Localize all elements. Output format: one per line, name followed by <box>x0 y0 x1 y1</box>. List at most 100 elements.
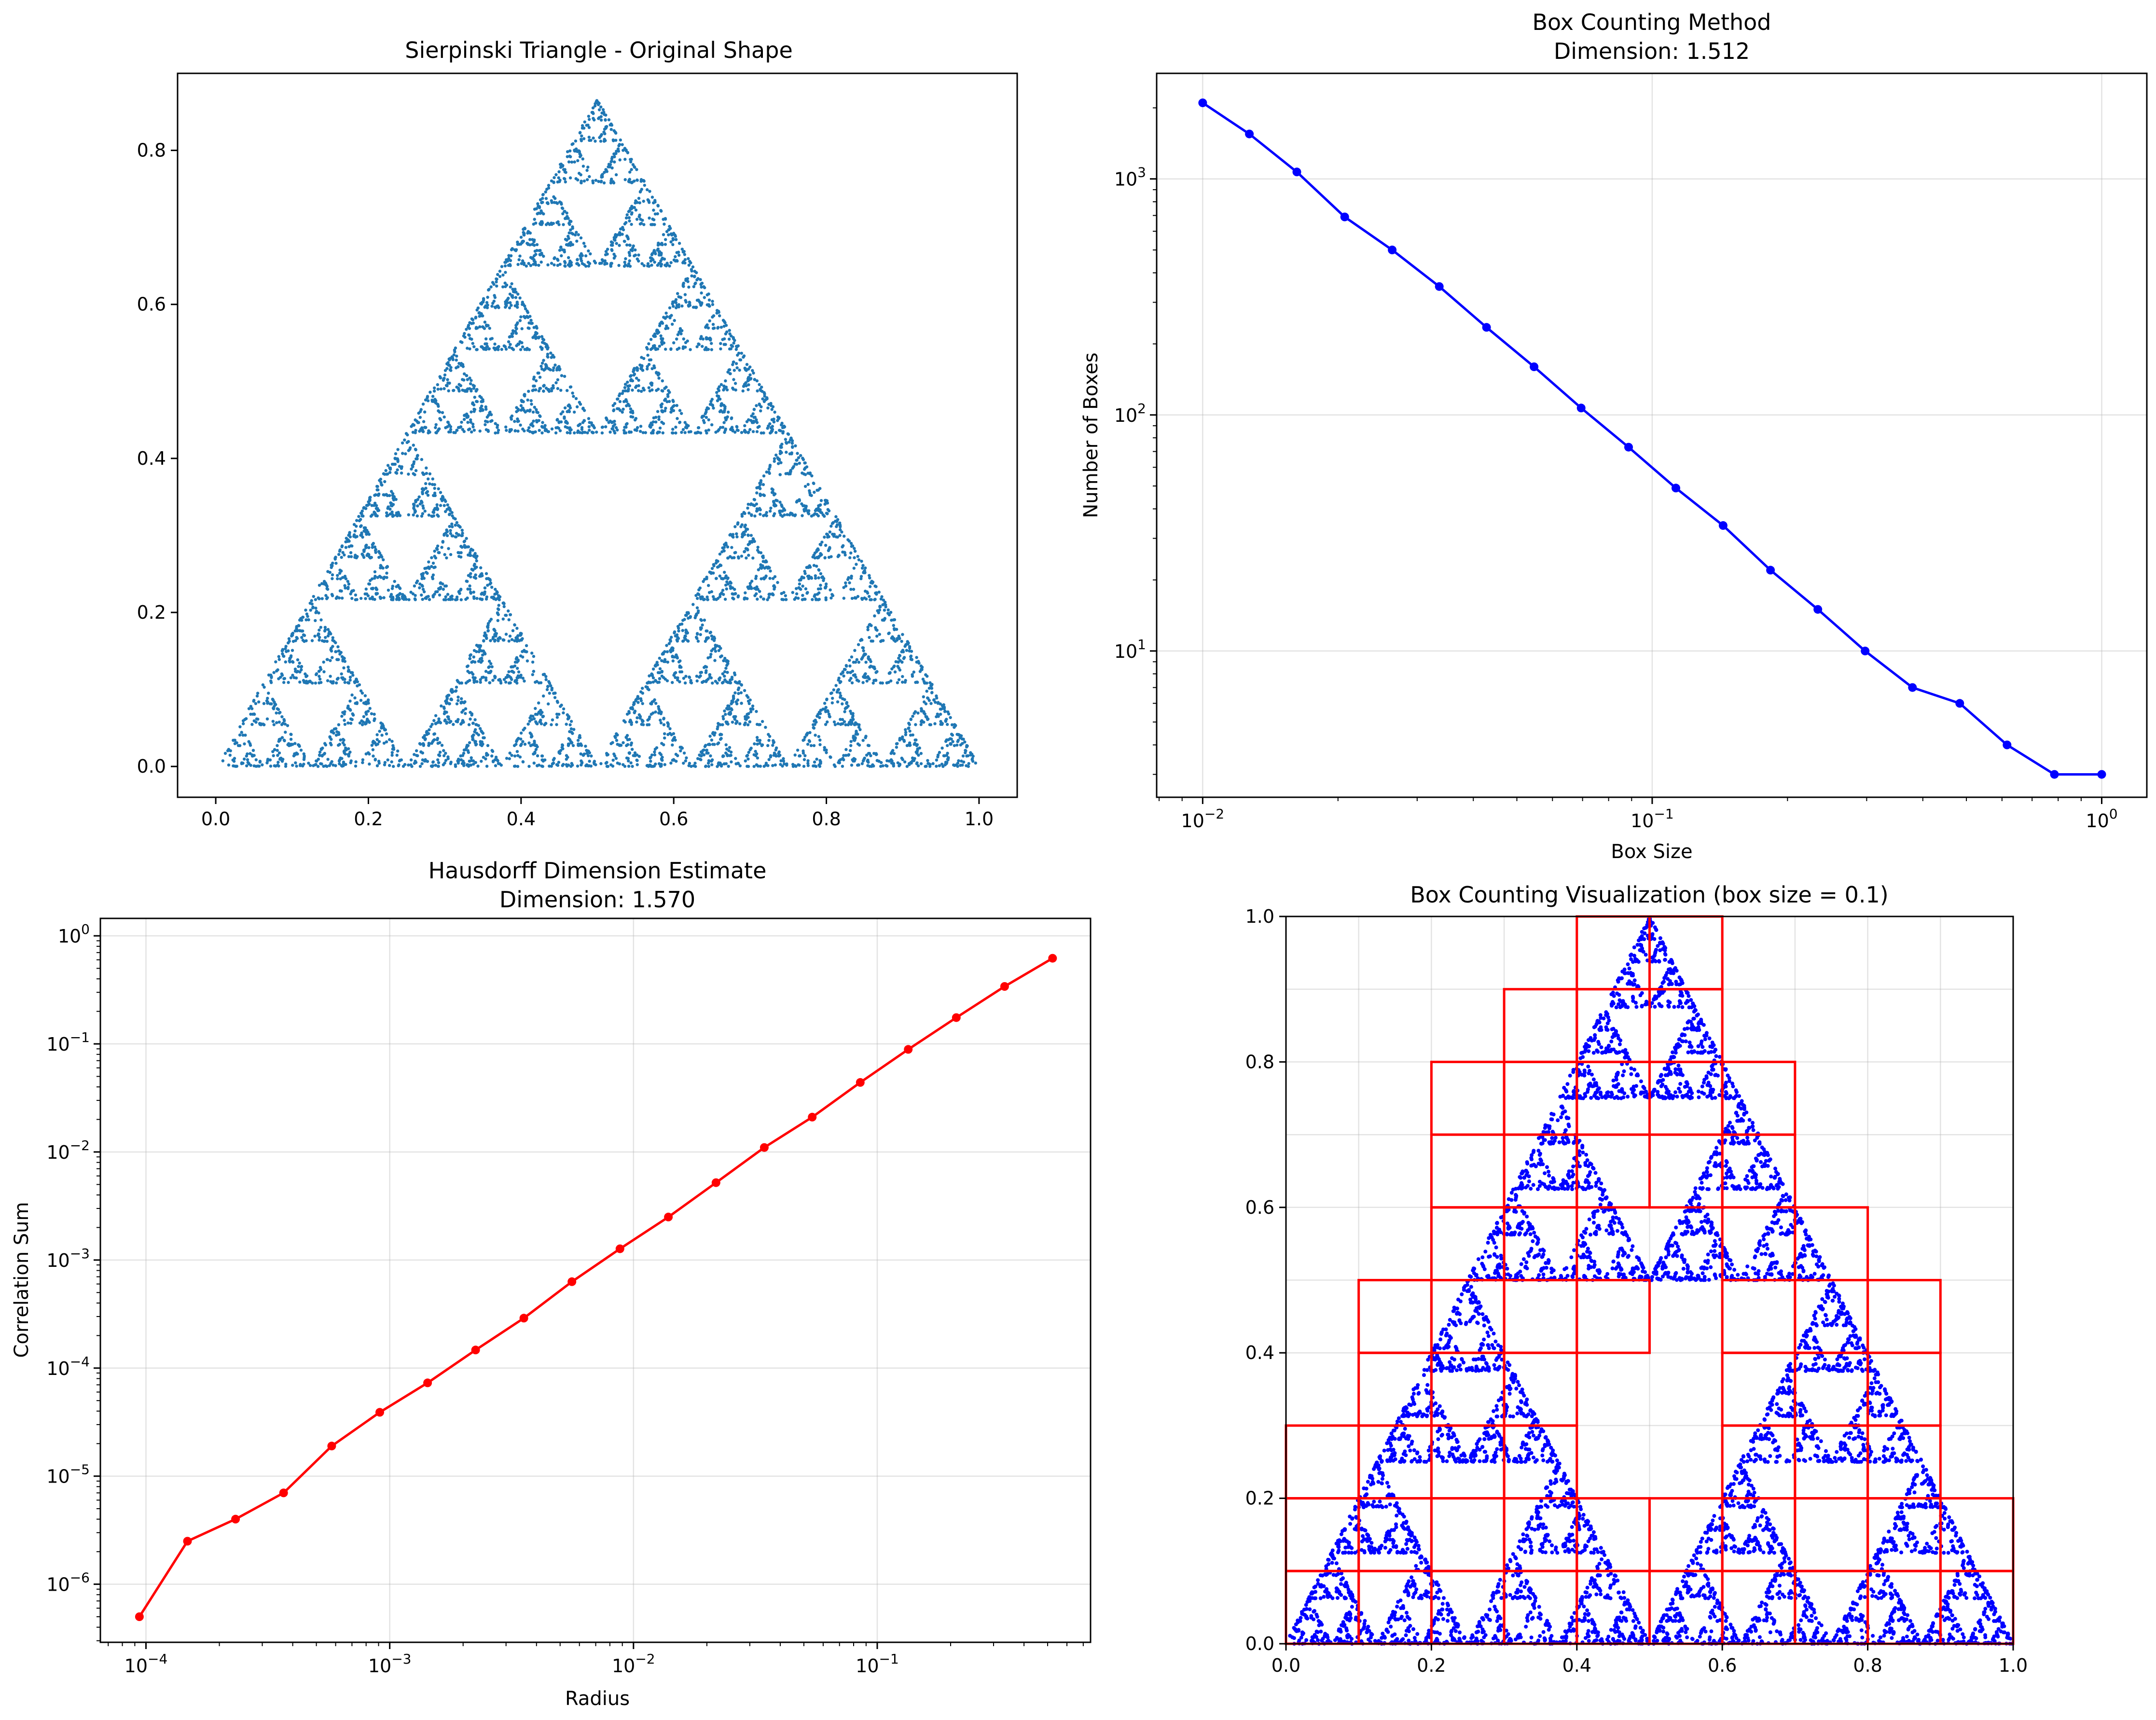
scatter-point <box>426 490 429 493</box>
scatter-point <box>421 402 425 406</box>
scatter-point <box>625 213 629 217</box>
scatter-point <box>367 719 370 722</box>
scatter-point <box>835 525 838 528</box>
scatter-point <box>709 630 713 634</box>
scatter-point <box>756 548 760 552</box>
scatter-point <box>841 757 844 760</box>
scatter-point <box>721 680 725 684</box>
scatter-point <box>319 680 323 684</box>
scatter-point <box>737 692 740 695</box>
scatter-point <box>541 201 544 204</box>
scatter-point <box>363 694 367 697</box>
scatter-point <box>920 707 923 710</box>
scatter-point <box>373 570 377 574</box>
scatter-point <box>724 762 728 765</box>
scatter-point <box>309 609 312 612</box>
scatter-point <box>561 212 565 216</box>
scatter-point <box>591 111 594 114</box>
scatter-point <box>438 410 442 414</box>
scatter-point <box>664 347 667 351</box>
scatter-point <box>909 654 913 658</box>
scatter-point <box>742 530 746 534</box>
scatter-point <box>728 329 731 332</box>
scatter-point <box>400 758 403 762</box>
scatter-point <box>541 337 545 341</box>
scatter-point <box>479 661 483 664</box>
scatter-point <box>371 546 374 549</box>
scatter-point <box>844 748 848 751</box>
scatter-point <box>538 387 541 390</box>
scatter-point <box>817 576 820 580</box>
scatter-point <box>567 243 570 247</box>
scatter-point <box>649 760 652 763</box>
scatter-point <box>652 249 656 252</box>
scatter-point <box>281 649 284 652</box>
scatter-point <box>736 594 740 597</box>
scatter-point <box>580 252 583 255</box>
scatter-point <box>628 244 632 247</box>
scatter-point <box>567 160 571 164</box>
scatter-point <box>385 732 388 735</box>
scatter-point <box>370 712 373 716</box>
scatter-point <box>352 589 355 592</box>
scatter-point <box>849 709 852 713</box>
scatter-point <box>920 719 924 722</box>
scatter-point <box>428 472 432 475</box>
scatter-point <box>863 652 866 656</box>
scatter-point <box>445 528 448 532</box>
scatter-point <box>743 689 746 693</box>
scatter-point <box>443 373 447 377</box>
scatter-point <box>664 311 668 315</box>
scatter-point <box>421 512 425 515</box>
scatter-point <box>460 528 464 532</box>
scatter-point <box>748 373 752 376</box>
scatter-point <box>513 664 517 668</box>
scatter-point <box>653 748 657 751</box>
scatter-point <box>767 738 771 742</box>
scatter-point <box>699 337 703 340</box>
scatter-point <box>754 749 757 753</box>
scatter-point <box>449 532 452 535</box>
scatter-point <box>621 233 624 236</box>
scatter-point <box>638 222 642 226</box>
scatter-point <box>569 720 573 723</box>
scatter-point <box>748 428 752 431</box>
scatter-point <box>778 500 782 504</box>
scatter-point <box>702 419 705 422</box>
scatter-point <box>331 577 334 581</box>
scatter-point <box>469 418 472 422</box>
scatter-point <box>392 764 395 768</box>
scatter-point <box>331 636 334 639</box>
scatter-point <box>866 628 870 632</box>
scatter-point <box>481 574 484 578</box>
scatter-point <box>724 386 728 389</box>
scatter-point <box>354 593 358 597</box>
scatter-point <box>461 388 464 392</box>
scatter-point <box>291 631 295 635</box>
scatter-point <box>475 559 478 563</box>
scatter-point <box>522 400 525 403</box>
scatter-point <box>516 343 520 346</box>
scatter-point <box>844 581 847 585</box>
scatter-point <box>359 689 363 693</box>
scatter-point <box>642 180 646 183</box>
scatter-point <box>566 155 569 158</box>
scatter-point <box>747 554 750 557</box>
scatter-point <box>581 753 585 757</box>
scatter-point <box>677 242 681 245</box>
scatter-point <box>578 735 581 739</box>
scatter-point <box>560 703 563 707</box>
scatter-point <box>700 291 703 295</box>
scatter-point <box>646 718 650 722</box>
scatter-point <box>337 658 340 661</box>
scatter-point <box>531 660 535 664</box>
scatter-point <box>656 388 660 391</box>
scatter-point <box>318 636 321 639</box>
scatter-point <box>920 668 924 671</box>
scatter-point <box>558 249 562 252</box>
scatter-point <box>719 383 723 386</box>
scatter-point <box>459 598 463 601</box>
scatter-point <box>723 656 727 660</box>
scatter-point <box>690 269 693 273</box>
scatter-point <box>534 712 538 716</box>
